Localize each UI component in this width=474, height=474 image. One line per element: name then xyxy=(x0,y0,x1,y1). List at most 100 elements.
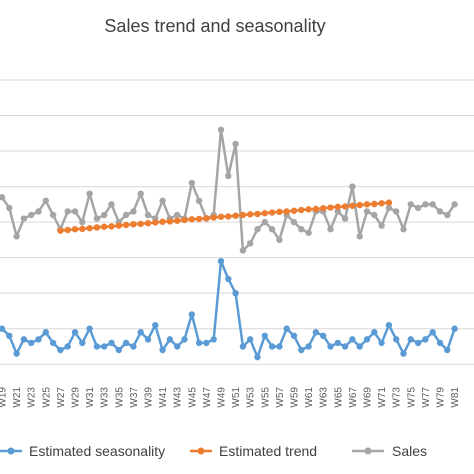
data-point-sales[interactable] xyxy=(42,197,49,204)
data-point-estimated-trend[interactable] xyxy=(101,223,108,230)
data-point-estimated-seasonality[interactable] xyxy=(254,353,261,361)
data-point-estimated-seasonality[interactable] xyxy=(71,329,79,336)
data-point-sales[interactable] xyxy=(137,190,144,197)
data-point-sales[interactable] xyxy=(232,140,239,148)
data-point-estimated-seasonality[interactable] xyxy=(451,325,458,332)
data-point-sales[interactable] xyxy=(268,226,276,233)
data-point-estimated-trend[interactable] xyxy=(298,206,305,214)
data-point-sales[interactable] xyxy=(276,236,283,244)
data-point-estimated-seasonality[interactable] xyxy=(290,332,298,340)
data-point-estimated-trend[interactable] xyxy=(268,209,276,216)
data-point-estimated-seasonality[interactable] xyxy=(349,336,356,343)
data-point-estimated-trend[interactable] xyxy=(122,221,130,229)
data-point-estimated-seasonality[interactable] xyxy=(6,332,13,340)
data-point-estimated-trend[interactable] xyxy=(225,213,232,220)
data-point-estimated-trend[interactable] xyxy=(57,227,64,234)
data-point-estimated-seasonality[interactable] xyxy=(407,336,414,343)
data-point-sales[interactable] xyxy=(407,201,414,208)
data-point-sales[interactable] xyxy=(327,226,334,233)
data-point-estimated-trend[interactable] xyxy=(137,220,144,228)
data-point-sales[interactable] xyxy=(436,208,444,215)
data-point-estimated-trend[interactable] xyxy=(261,210,268,217)
data-point-estimated-trend[interactable] xyxy=(86,224,93,232)
data-point-estimated-seasonality[interactable] xyxy=(174,343,181,350)
data-point-estimated-seasonality[interactable] xyxy=(159,346,166,354)
data-point-estimated-seasonality[interactable] xyxy=(305,343,312,350)
data-point-estimated-seasonality[interactable] xyxy=(356,343,363,350)
data-point-estimated-seasonality[interactable] xyxy=(93,343,101,350)
data-point-sales[interactable] xyxy=(174,211,181,219)
data-point-sales[interactable] xyxy=(188,179,195,187)
data-point-estimated-trend[interactable] xyxy=(71,226,79,233)
data-point-estimated-seasonality[interactable] xyxy=(268,343,276,350)
data-point-estimated-seasonality[interactable] xyxy=(429,329,436,336)
data-point-sales[interactable] xyxy=(71,208,79,215)
data-point-sales[interactable] xyxy=(385,204,393,212)
data-point-sales[interactable] xyxy=(0,194,6,201)
data-point-sales[interactable] xyxy=(86,190,93,197)
data-point-sales[interactable] xyxy=(254,226,261,233)
data-point-estimated-seasonality[interactable] xyxy=(20,336,28,343)
data-point-estimated-seasonality[interactable] xyxy=(42,329,49,336)
data-point-sales[interactable] xyxy=(261,218,268,226)
data-point-estimated-trend[interactable] xyxy=(181,216,188,224)
data-point-sales[interactable] xyxy=(422,201,429,208)
data-point-sales[interactable] xyxy=(290,218,298,226)
data-point-sales[interactable] xyxy=(378,222,385,229)
data-point-estimated-trend[interactable] xyxy=(64,226,71,234)
data-point-estimated-seasonality[interactable] xyxy=(188,311,195,318)
data-point-estimated-seasonality[interactable] xyxy=(181,336,188,343)
data-point-estimated-seasonality[interactable] xyxy=(298,346,305,354)
data-point-estimated-seasonality[interactable] xyxy=(35,336,42,343)
data-point-estimated-trend[interactable] xyxy=(203,215,210,222)
data-point-estimated-trend[interactable] xyxy=(130,221,137,228)
data-point-estimated-seasonality[interactable] xyxy=(152,321,159,329)
data-point-estimated-trend[interactable] xyxy=(232,212,239,219)
data-point-estimated-trend[interactable] xyxy=(166,218,174,225)
data-point-estimated-seasonality[interactable] xyxy=(312,329,320,336)
data-point-estimated-trend[interactable] xyxy=(174,217,181,224)
data-point-estimated-seasonality[interactable] xyxy=(334,339,341,347)
data-point-estimated-seasonality[interactable] xyxy=(115,346,123,354)
data-point-estimated-seasonality[interactable] xyxy=(444,346,451,354)
data-point-estimated-seasonality[interactable] xyxy=(130,343,137,350)
data-point-estimated-seasonality[interactable] xyxy=(108,339,115,347)
data-point-sales[interactable] xyxy=(20,215,28,222)
data-point-estimated-seasonality[interactable] xyxy=(320,332,327,340)
data-point-estimated-seasonality[interactable] xyxy=(101,343,108,350)
legend-item-sales[interactable]: Sales xyxy=(352,443,427,459)
data-point-estimated-seasonality[interactable] xyxy=(13,350,20,357)
data-point-estimated-trend[interactable] xyxy=(108,223,115,230)
data-point-sales[interactable] xyxy=(35,208,42,215)
data-point-sales[interactable] xyxy=(363,208,371,215)
data-point-sales[interactable] xyxy=(49,211,57,219)
data-point-estimated-trend[interactable] xyxy=(334,203,341,211)
data-point-sales[interactable] xyxy=(217,126,225,133)
data-point-estimated-trend[interactable] xyxy=(159,218,166,225)
data-point-estimated-seasonality[interactable] xyxy=(232,289,239,297)
data-point-estimated-seasonality[interactable] xyxy=(385,321,393,329)
data-point-sales[interactable] xyxy=(130,208,137,215)
data-point-sales[interactable] xyxy=(195,197,203,204)
data-point-estimated-trend[interactable] xyxy=(349,202,356,209)
data-point-estimated-seasonality[interactable] xyxy=(378,339,385,347)
data-point-estimated-trend[interactable] xyxy=(356,201,363,209)
data-point-estimated-seasonality[interactable] xyxy=(210,336,217,343)
data-point-sales[interactable] xyxy=(298,226,305,233)
data-point-estimated-trend[interactable] xyxy=(195,215,203,223)
data-point-sales[interactable] xyxy=(108,201,115,208)
data-point-estimated-trend[interactable] xyxy=(341,203,349,210)
data-point-estimated-seasonality[interactable] xyxy=(341,343,349,350)
data-point-sales[interactable] xyxy=(349,183,356,190)
data-point-estimated-seasonality[interactable] xyxy=(261,332,268,340)
data-point-sales[interactable] xyxy=(225,172,232,180)
data-point-sales[interactable] xyxy=(101,211,108,219)
data-point-sales[interactable] xyxy=(93,215,101,222)
data-point-estimated-seasonality[interactable] xyxy=(363,336,371,343)
data-point-estimated-trend[interactable] xyxy=(320,205,327,212)
data-point-estimated-trend[interactable] xyxy=(385,199,393,206)
data-point-estimated-trend[interactable] xyxy=(93,224,101,231)
data-point-estimated-seasonality[interactable] xyxy=(0,325,6,332)
data-point-estimated-trend[interactable] xyxy=(115,222,123,229)
data-point-sales[interactable] xyxy=(451,201,458,208)
